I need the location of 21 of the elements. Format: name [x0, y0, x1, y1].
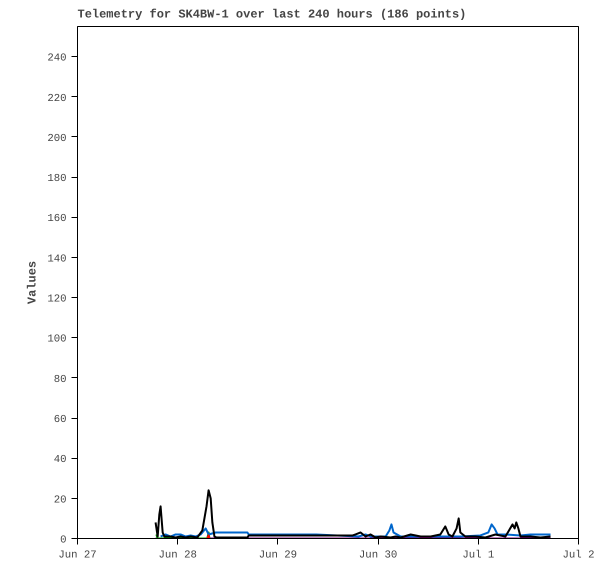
y-axis-title: Values [25, 260, 40, 304]
y-tick-label: 40 [54, 454, 67, 466]
x-tick-label: Jun 27 [58, 550, 97, 562]
y-tick-label: 240 [47, 52, 67, 65]
y-tick-label: 60 [54, 414, 67, 426]
y-tick-label: 20 [54, 494, 67, 506]
y-tick-label: 200 [47, 132, 67, 145]
x-tick-label: Jun 29 [258, 550, 298, 562]
x-tick-label: Jun 28 [158, 550, 197, 562]
y-tick-label: 120 [47, 294, 67, 306]
x-tick-label: Jul 1 [462, 550, 494, 562]
chart-title: Telemetry for SK4BW-1 over last 240 hours (186 points) [78, 8, 466, 22]
y-tick-label: 140 [47, 253, 67, 266]
y-tick-label: 0 [60, 534, 67, 546]
y-tick-label: 180 [47, 173, 67, 186]
y-tick-label: 220 [47, 92, 67, 105]
y-tick-label: 100 [47, 334, 67, 346]
x-tick-label: Jul 2 [562, 550, 594, 562]
y-tick-label: 80 [54, 374, 67, 386]
x-tick-label: Jun 30 [358, 550, 398, 562]
y-tick-label: 160 [47, 213, 67, 226]
